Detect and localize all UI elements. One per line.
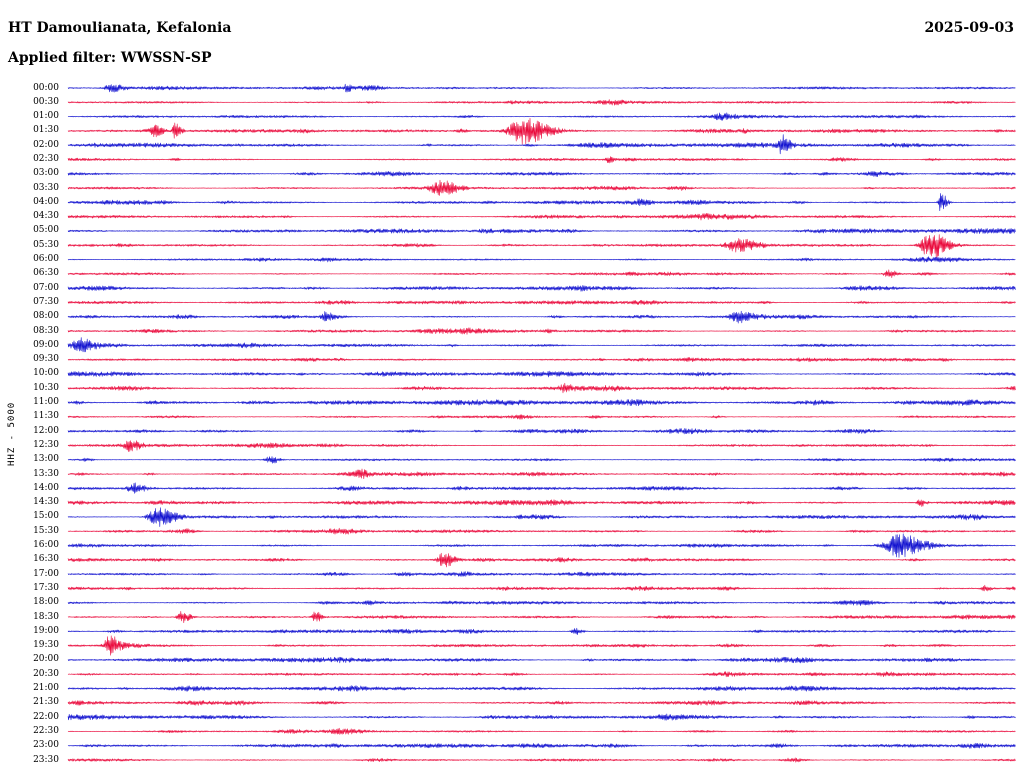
time-label: 11:30 xyxy=(33,411,59,422)
time-label: 00:30 xyxy=(33,96,59,107)
time-label: 10:00 xyxy=(33,368,59,379)
time-label: 07:00 xyxy=(33,282,59,293)
time-label: 16:30 xyxy=(33,554,59,565)
time-label: 05:00 xyxy=(33,225,59,236)
time-label: 08:30 xyxy=(33,325,59,336)
time-label: 15:00 xyxy=(33,511,59,522)
time-label: 02:00 xyxy=(33,139,59,150)
time-label: 19:30 xyxy=(33,640,59,651)
time-label: 04:30 xyxy=(33,211,59,222)
time-label: 17:00 xyxy=(33,568,59,579)
time-label: 11:00 xyxy=(33,397,59,408)
time-label: 21:30 xyxy=(33,697,59,708)
time-label: 17:30 xyxy=(33,582,59,593)
time-label: 23:00 xyxy=(33,740,59,751)
time-label: 04:00 xyxy=(33,196,59,207)
time-label: 10:30 xyxy=(33,382,59,393)
time-label: 05:30 xyxy=(33,239,59,250)
time-label: 01:00 xyxy=(33,111,59,122)
time-label: 18:30 xyxy=(33,611,59,622)
time-label: 20:30 xyxy=(33,668,59,679)
station-title: HT Damoulianata, Kefalonia xyxy=(8,20,232,36)
time-label: 13:00 xyxy=(33,454,59,465)
filter-label: Applied filter: WWSSN-SP xyxy=(8,50,212,66)
time-label: 01:30 xyxy=(33,125,59,136)
time-label: 02:30 xyxy=(33,153,59,164)
time-label: 21:00 xyxy=(33,683,59,693)
time-axis: 00:00 00:30 01:00 01:30 02:00 02:30 03:00 03:30… xyxy=(0,0,63,780)
time-label: 14:30 xyxy=(33,497,59,508)
time-label: 09:00 xyxy=(33,339,59,350)
time-label: 13:30 xyxy=(33,468,59,479)
time-label: 18:00 xyxy=(33,597,59,608)
time-label: 22:00 xyxy=(33,711,59,722)
time-label: 12:30 xyxy=(33,439,59,450)
time-label: 16:00 xyxy=(33,540,59,551)
time-label: 20:00 xyxy=(33,654,59,665)
time-label: 07:30 xyxy=(33,296,59,307)
time-label: 00:00 xyxy=(33,82,59,93)
time-label: 03:00 xyxy=(33,168,59,179)
date-label: 2025-09-03 xyxy=(924,20,1014,36)
time-label: 14:00 xyxy=(33,482,59,493)
time-label: 06:30 xyxy=(33,268,59,279)
time-label: 19:00 xyxy=(33,625,59,636)
time-label: 23:30 xyxy=(33,754,59,765)
time-label: 09:30 xyxy=(33,354,59,365)
time-label: 22:30 xyxy=(33,725,59,736)
time-label: 08:00 xyxy=(33,311,59,322)
time-label: 12:00 xyxy=(33,425,59,436)
time-label: 15:30 xyxy=(33,525,59,536)
time-label: 03:30 xyxy=(33,182,59,193)
time-label: 06:00 xyxy=(33,254,59,265)
